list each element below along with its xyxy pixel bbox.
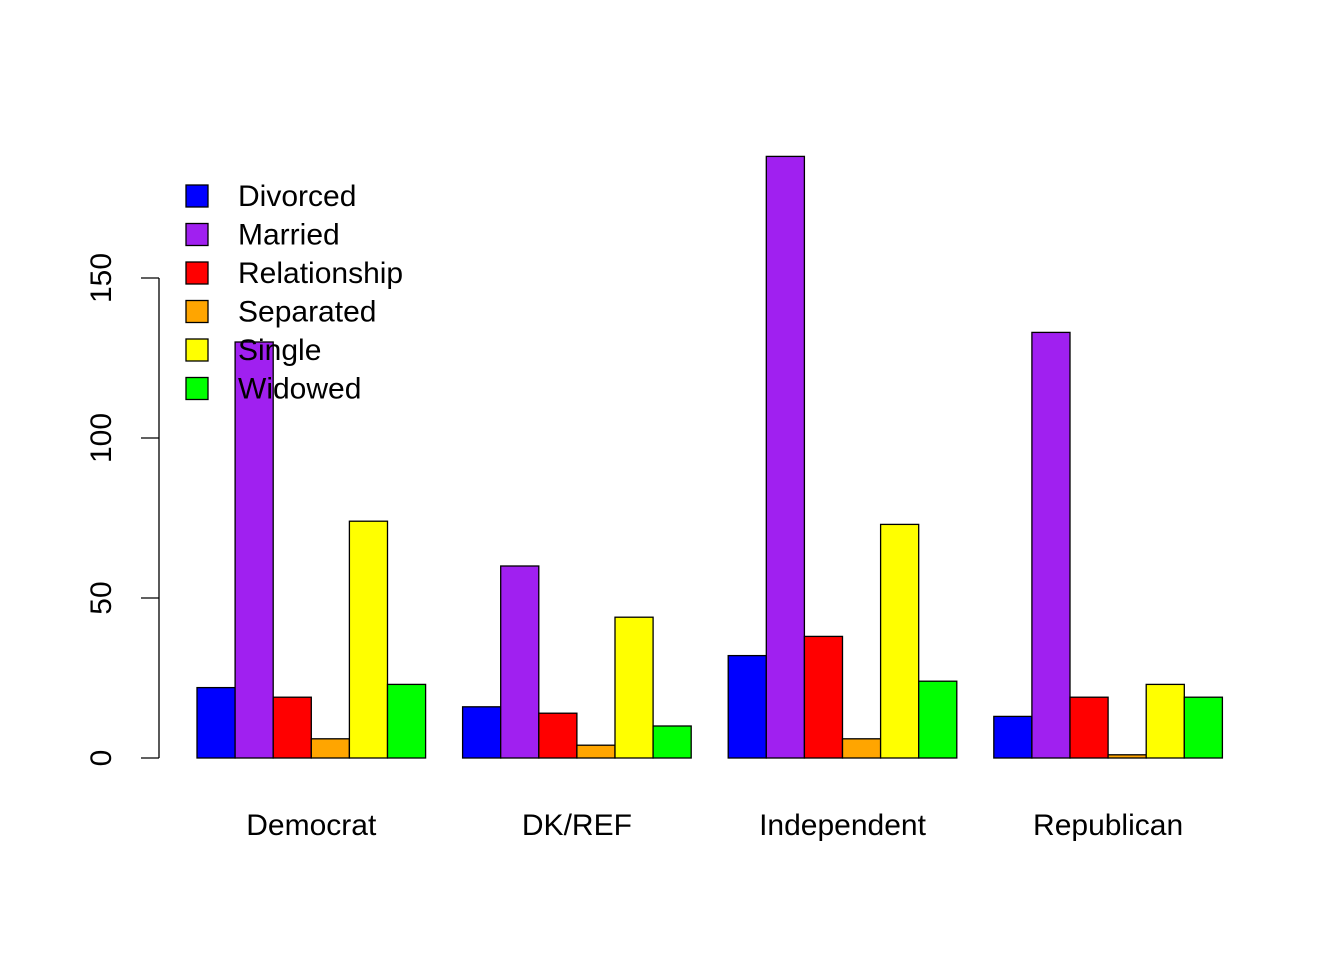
bar-independent-relationship: [803, 635, 844, 759]
y-tick-label: 0: [85, 750, 118, 767]
legend-swatch-widowed: [185, 376, 209, 401]
bar-democrat-relationship: [272, 696, 312, 759]
legend-label-widowed: Widowed: [238, 373, 361, 406]
bar-democrat-married: [234, 341, 274, 759]
y-axis: 0 50 100 150: [85, 253, 160, 767]
legend-swatch-married: [185, 222, 209, 247]
bar-independent-single: [879, 523, 920, 759]
bar-independent-widowed: [918, 680, 958, 759]
bars-layer: [196, 155, 1224, 759]
bar-republican-separated: [1107, 754, 1147, 759]
legend: Divorced Married Relationship Separated Sing…: [185, 180, 403, 406]
y-tick-label: 150: [85, 253, 118, 303]
legend-label-divorced: Divorced: [238, 180, 356, 213]
bar-republican-single: [1145, 683, 1185, 759]
bar-dk-ref-single: [614, 616, 654, 759]
legend-swatch-divorced: [185, 184, 209, 208]
legend-label-separated: Separated: [238, 296, 376, 329]
bar-dk-ref-divorced: [461, 706, 502, 759]
bar-republican-relationship: [1069, 696, 1109, 759]
bar-dk-ref-married: [500, 565, 540, 759]
x-category-label: Independent: [759, 809, 926, 842]
legend-label-single: Single: [238, 334, 321, 367]
bar-republican-widowed: [1183, 696, 1224, 759]
bar-dk-ref-separated: [576, 744, 616, 759]
legend-swatch-single: [185, 338, 209, 362]
x-axis-labels: Democrat DK/REF Independent Republican: [246, 809, 1183, 842]
y-tick-label: 50: [85, 581, 118, 614]
bar-dk-ref-relationship: [538, 712, 578, 759]
legend-swatch-separated: [185, 299, 209, 324]
legend-label-married: Married: [238, 219, 340, 252]
legend-label-relationship: Relationship: [238, 257, 403, 290]
bar-independent-divorced: [727, 654, 767, 759]
y-tick-label: 100: [85, 413, 118, 463]
x-category-label: Democrat: [246, 809, 377, 842]
bar-independent-married: [765, 155, 806, 759]
bar-republican-married: [1031, 331, 1071, 759]
bar-democrat-widowed: [386, 683, 427, 759]
x-category-label: DK/REF: [522, 809, 632, 842]
bar-democrat-single: [348, 520, 389, 759]
bar-republican-divorced: [993, 715, 1033, 759]
bar-democrat-separated: [310, 738, 351, 759]
bar-independent-separated: [841, 738, 882, 759]
bar-democrat-divorced: [196, 686, 236, 759]
x-category-label: Republican: [1033, 809, 1183, 842]
legend-swatch-relationship: [185, 261, 209, 285]
bar-dk-ref-widowed: [652, 725, 692, 759]
